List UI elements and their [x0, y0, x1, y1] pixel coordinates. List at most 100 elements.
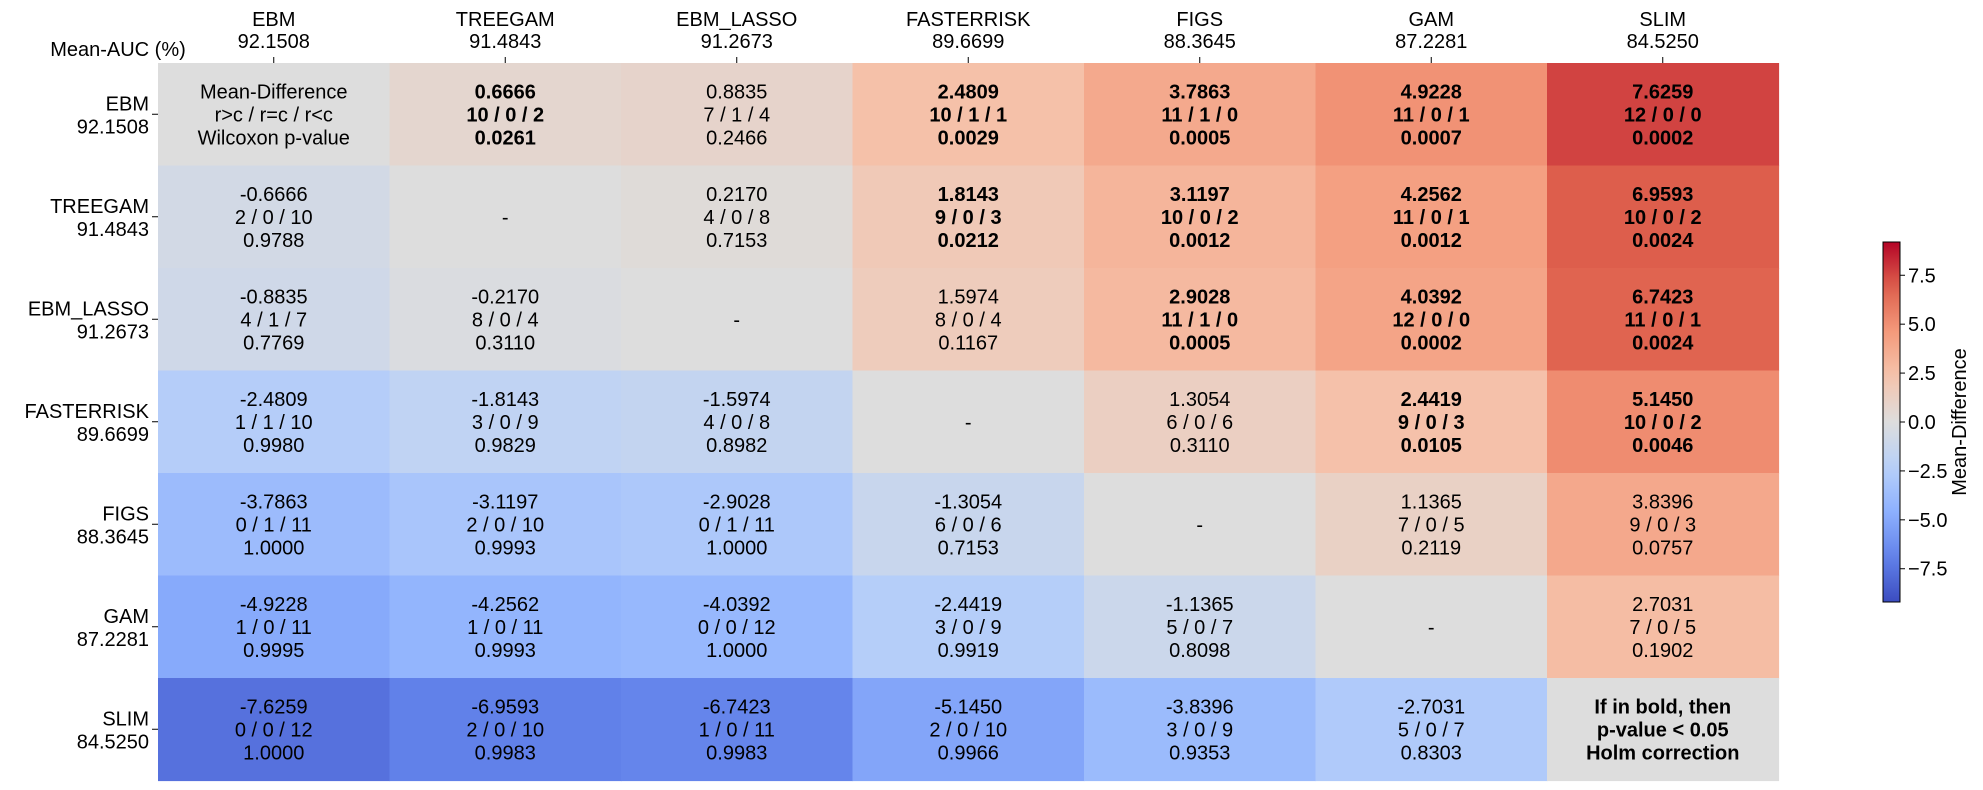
- cell-mean-difference: 1.1365: [1401, 491, 1462, 513]
- cell-legend-line: Holm correction: [1586, 742, 1739, 764]
- heatmap-cell: [852, 165, 1085, 269]
- cell-p-value: 0.9983: [706, 742, 767, 764]
- cell-p-value: 0.3110: [475, 332, 535, 354]
- heatmap-cell: [1084, 575, 1317, 679]
- cell-p-value: 0.9919: [938, 640, 999, 662]
- cell-p-value: 0.9993: [475, 640, 536, 662]
- column-header-auc: 92.1508: [238, 31, 310, 53]
- cell-mean-difference: 4.9228: [1401, 81, 1462, 103]
- cell-p-value: 0.0012: [1169, 230, 1230, 252]
- cell-placeholder: -: [502, 207, 509, 229]
- colorbar-label: Mean-Difference: [1949, 348, 1971, 495]
- row-header-auc: 91.2673: [77, 321, 149, 343]
- cell-p-value: 0.8982: [706, 435, 767, 457]
- cell-win-tie-loss: 1 / 0 / 11: [236, 617, 312, 639]
- cell-p-value: 0.7153: [938, 537, 999, 559]
- cell-legend-line: Wilcoxon p-value: [198, 127, 350, 149]
- cell-win-tie-loss: 2 / 0 / 10: [929, 719, 1007, 741]
- cell-win-tie-loss: 2 / 0 / 10: [235, 207, 313, 229]
- cell-win-tie-loss: 10 / 0 / 2: [1161, 207, 1239, 229]
- cell-p-value: 0.9829: [475, 435, 536, 457]
- column-header-auc: 88.3645: [1164, 31, 1236, 53]
- heatmap-cell: [1547, 63, 1780, 167]
- cell-p-value: 0.0005: [1169, 332, 1230, 354]
- heatmap-cell: [852, 63, 1085, 167]
- column-header-auc: 91.2673: [701, 31, 773, 53]
- cell-placeholder: -: [733, 309, 740, 331]
- cell-win-tie-loss: 3 / 0 / 9: [935, 617, 1002, 639]
- column-header-model: FASTERRISK: [906, 9, 1031, 31]
- heatmap-cell: [621, 575, 854, 679]
- column-header-model: FIGS: [1176, 9, 1223, 31]
- heatmap-cell: [852, 575, 1085, 679]
- cell-win-tie-loss: 6 / 0 / 6: [935, 514, 1002, 536]
- row-header-auc: 88.3645: [77, 526, 149, 548]
- cell-mean-difference: -3.1197: [472, 491, 538, 513]
- heatmap-cell: [1315, 268, 1548, 372]
- row-header-auc: 89.6699: [77, 424, 149, 446]
- heatmap-cell: [389, 268, 622, 372]
- column-header-model: EBM_LASSO: [676, 9, 797, 31]
- cell-mean-difference: 2.4419: [1401, 389, 1462, 411]
- row-header-model: FASTERRISK: [25, 401, 150, 423]
- column-header-model: SLIM: [1639, 9, 1686, 31]
- cell-mean-difference: 2.4809: [938, 81, 999, 103]
- cell-mean-difference: -0.8835: [240, 286, 308, 308]
- heatmap-cell: [389, 165, 622, 269]
- heatmap-cell: [1547, 678, 1780, 782]
- cell-mean-difference: 5.1450: [1632, 389, 1693, 411]
- heatmap-cell: [621, 63, 854, 167]
- cell-win-tie-loss: 1 / 0 / 11: [467, 617, 543, 639]
- cell-p-value: 0.0002: [1632, 127, 1693, 149]
- column-header-model: GAM: [1408, 9, 1454, 31]
- column-header-auc: 84.5250: [1627, 31, 1699, 53]
- row-header-auc: 84.5250: [77, 731, 149, 753]
- column-header-auc: 91.4843: [469, 31, 541, 53]
- heatmap-cell: [1547, 473, 1780, 577]
- cell-p-value: 0.8303: [1401, 742, 1462, 764]
- cell-p-value: 0.0105: [1401, 435, 1462, 457]
- cell-mean-difference: -4.2562: [471, 594, 539, 616]
- cell-mean-difference: 4.0392: [1401, 286, 1462, 308]
- cell-mean-difference: -6.9593: [471, 696, 539, 718]
- cell-mean-difference: -6.7423: [703, 696, 771, 718]
- cell-win-tie-loss: 1 / 0 / 11: [699, 719, 775, 741]
- heatmap-cell: [621, 165, 854, 269]
- colorbar-gradient: [1882, 241, 1901, 603]
- heatmap-cell: [1315, 678, 1548, 782]
- cell-win-tie-loss: 3 / 0 / 9: [472, 412, 539, 434]
- row-header-model: GAM: [103, 606, 149, 628]
- cell-mean-difference: -2.4809: [240, 389, 308, 411]
- column-header-model: EBM: [252, 9, 295, 31]
- column-header-model: TREEGAM: [456, 9, 555, 31]
- cell-legend-line: r>c / r=c / r<c: [215, 104, 333, 126]
- cell-mean-difference: 4.2562: [1401, 184, 1462, 206]
- cell-p-value: 0.0024: [1632, 332, 1694, 354]
- heatmap-cell: [158, 473, 391, 577]
- cell-mean-difference: -1.1365: [1166, 594, 1234, 616]
- cell-win-tie-loss: 5 / 0 / 7: [1166, 617, 1233, 639]
- colorbar-tick-label: −2.5: [1908, 461, 1947, 483]
- cell-p-value: 0.9980: [243, 435, 304, 457]
- heatmap-cell: [1547, 370, 1780, 474]
- cell-placeholder: -: [1428, 617, 1435, 639]
- cell-mean-difference: 1.3054: [1169, 389, 1230, 411]
- heatmap-cell: [621, 268, 854, 372]
- cell-mean-difference: -3.7863: [240, 491, 308, 513]
- heatmap-cell: [158, 165, 391, 269]
- cell-p-value: 0.0024: [1632, 230, 1694, 252]
- cell-win-tie-loss: 12 / 0 / 0: [1392, 309, 1470, 331]
- cell-p-value: 0.3110: [1170, 435, 1230, 457]
- cell-mean-difference: 6.7423: [1632, 286, 1693, 308]
- heatmap-cell: [1084, 268, 1317, 372]
- cell-p-value: 1.0000: [706, 537, 767, 559]
- cell-mean-difference: -2.9028: [703, 491, 771, 513]
- heatmap-cell: [1315, 575, 1548, 679]
- cell-mean-difference: 7.6259: [1632, 81, 1693, 103]
- row-header-model: TREEGAM: [50, 196, 149, 218]
- cell-win-tie-loss: 6 / 0 / 6: [1166, 412, 1233, 434]
- column-header-auc: 87.2281: [1395, 31, 1467, 53]
- cell-p-value: 0.0002: [1401, 332, 1462, 354]
